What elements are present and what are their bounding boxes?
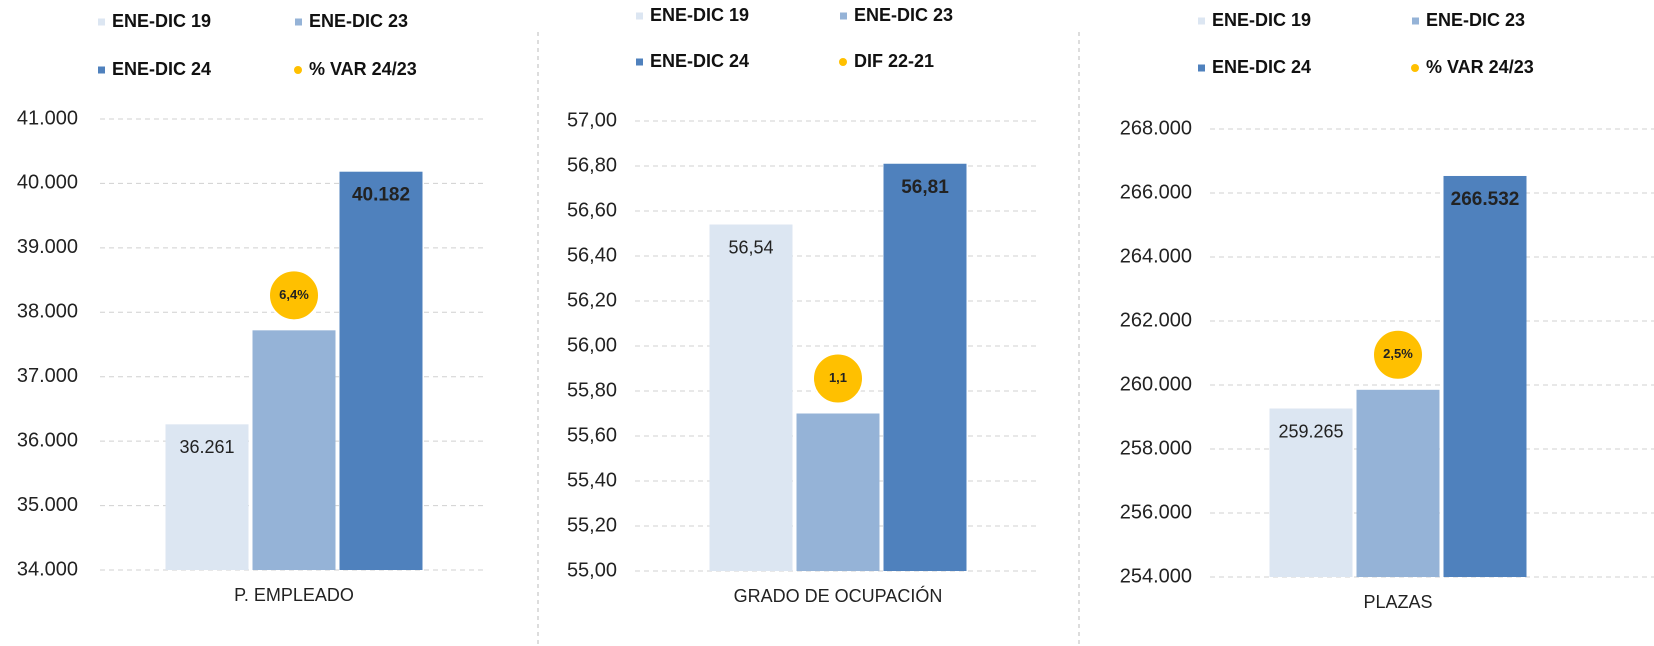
value-label: 56,81 [901,177,949,198]
y-tick-label: 55,60 [567,424,617,446]
bar [165,424,249,570]
legend-swatch [1412,17,1419,25]
y-tick-label: 266.000 [1120,181,1192,203]
legend-swatch [840,12,847,20]
value-label: 266.532 [1451,189,1520,210]
y-tick-label: 36.000 [17,429,78,451]
var-label: 6,4% [279,287,309,302]
legend-swatch [1198,64,1205,72]
y-tick-label: 254.000 [1120,565,1192,587]
bar [339,171,423,570]
legend-swatch [1198,17,1205,25]
bar [1356,389,1440,577]
y-tick-label: 35.000 [17,494,78,516]
legend-label: ENE-DIC 19 [650,5,749,25]
y-tick-label: 38.000 [17,301,78,323]
y-tick-label: 55,40 [567,469,617,491]
bar [796,413,880,571]
chart-panel: 55,00 55,20 55,40 55,60 55,80 56,00 56,20 56,40… [567,5,1040,606]
chart-panel: 34.000 35.000 36.000 37.000 38.000 39.000 40.0… [17,11,487,605]
y-tick-label: 55,00 [567,559,617,581]
legend-label: ENE-DIC 19 [112,11,211,31]
bar [1269,408,1353,577]
y-tick-label: 40.000 [17,172,78,194]
y-tick-label: 262.000 [1120,309,1192,331]
x-tick-label: PLAZAS [1363,592,1432,612]
legend-label: ENE-DIC 24 [650,51,749,71]
y-tick-label: 264.000 [1120,245,1192,267]
legend-swatch [1411,64,1419,72]
legend-swatch [295,18,302,26]
bar [883,163,967,571]
legend-swatch [636,58,643,66]
y-tick-label: 37.000 [17,365,78,387]
x-tick-label: GRADO DE OCUPACIÓN [734,585,943,606]
var-marker [268,269,320,322]
bar [709,224,793,571]
value-label: 56,54 [728,237,773,257]
legend-swatch [294,66,302,74]
legend-label: % VAR 24/23 [309,59,417,79]
legend-label: ENE-DIC 23 [1426,10,1525,30]
legend-swatch [98,66,105,74]
y-tick-label: 56,40 [567,244,617,266]
var-label: 1,1 [829,370,847,385]
y-tick-label: 56,00 [567,334,617,356]
var-label: 2,5% [1383,346,1413,361]
legend-swatch [636,12,643,20]
legend-label: % VAR 24/23 [1426,57,1534,77]
var-marker [812,352,864,405]
y-tick-label: 56,20 [567,289,617,311]
y-tick-label: 57,00 [567,109,617,131]
y-tick-label: 56,60 [567,199,617,221]
bar [252,330,336,570]
y-tick-label: 260.000 [1120,373,1192,395]
bar [1443,175,1527,577]
value-label: 259.265 [1278,421,1343,441]
legend-swatch [98,18,105,26]
value-label: 36.261 [179,437,234,457]
x-tick-label: P. EMPLEADO [234,585,354,605]
legend-label: DIF 22-21 [854,51,934,71]
legend-label: ENE-DIC 23 [854,5,953,25]
y-tick-label: 256.000 [1120,501,1192,523]
y-tick-label: 258.000 [1120,437,1192,459]
var-marker [1372,328,1424,381]
value-label: 40.182 [352,185,410,206]
y-tick-label: 39.000 [17,236,78,258]
y-tick-label: 55,20 [567,514,617,536]
y-tick-label: 55,80 [567,379,617,401]
legend-swatch [839,58,847,66]
legend-label: ENE-DIC 24 [112,59,211,79]
legend-label: ENE-DIC 19 [1212,10,1311,30]
chart-panel: 254.000 256.000 258.000 260.000 262.000 264.0… [1120,10,1654,612]
y-tick-label: 34.000 [17,558,78,580]
legend-label: ENE-DIC 24 [1212,57,1311,77]
y-tick-label: 268.000 [1120,117,1192,139]
y-tick-label: 56,80 [567,154,617,176]
legend-label: ENE-DIC 23 [309,11,408,31]
y-tick-label: 41.000 [17,107,78,129]
